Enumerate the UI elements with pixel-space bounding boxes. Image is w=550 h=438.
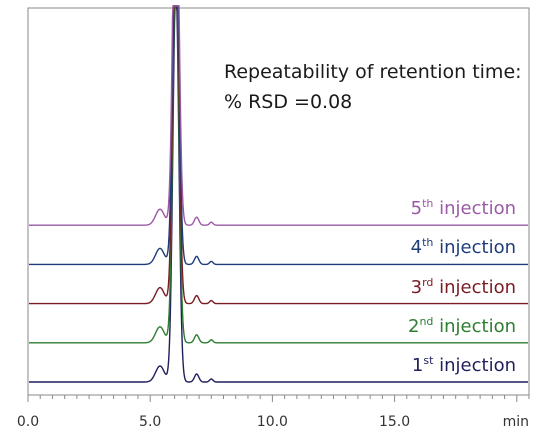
x-tick-label: 5.0 — [139, 414, 161, 430]
annotation-line-2: % RSD =0.08 — [224, 91, 353, 113]
label-ordinal-suffix: nd — [419, 314, 434, 328]
trace-injection-2 — [29, 5, 528, 344]
label-ordinal-suffix: rd — [422, 275, 434, 289]
label-number: 2 — [407, 315, 420, 337]
label-injection-2: 2nd injection — [408, 316, 516, 337]
label-text: injection — [433, 237, 516, 259]
x-tick-label: 0.0 — [17, 414, 39, 430]
label-number: 5 — [410, 198, 423, 220]
label-text: injection — [433, 315, 516, 337]
label-number: 3 — [410, 276, 423, 298]
plot-frame — [27, 7, 530, 396]
label-ordinal-suffix: th — [422, 197, 434, 211]
label-text: injection — [433, 198, 516, 220]
label-injection-1: 1st injection — [412, 355, 516, 376]
label-injection-5: 5th injection — [411, 198, 516, 219]
label-injection-4: 4th injection — [411, 237, 516, 258]
trace-injection-5 — [29, 5, 528, 226]
label-text: injection — [433, 355, 516, 376]
label-text: injection — [433, 276, 516, 298]
x-tick-label: 10.0 — [257, 414, 288, 430]
x-tick-label: 15.0 — [379, 414, 410, 430]
trace-injection-1 — [29, 5, 528, 383]
trace-injection-3 — [29, 5, 528, 305]
annotation-line-1: Repeatability of retention time: — [224, 61, 522, 83]
label-ordinal-suffix: st — [423, 354, 434, 367]
label-number: 1 — [411, 355, 424, 376]
label-number: 4 — [410, 237, 423, 259]
traces — [29, 5, 528, 383]
trace-injection-4 — [29, 5, 528, 266]
x-axis: 0.0 5.0 10.0 15.0 — [17, 395, 530, 430]
label-injection-3: 3rd injection — [411, 277, 516, 298]
x-axis-unit-label: min — [503, 414, 529, 430]
label-ordinal-suffix: th — [422, 236, 434, 250]
